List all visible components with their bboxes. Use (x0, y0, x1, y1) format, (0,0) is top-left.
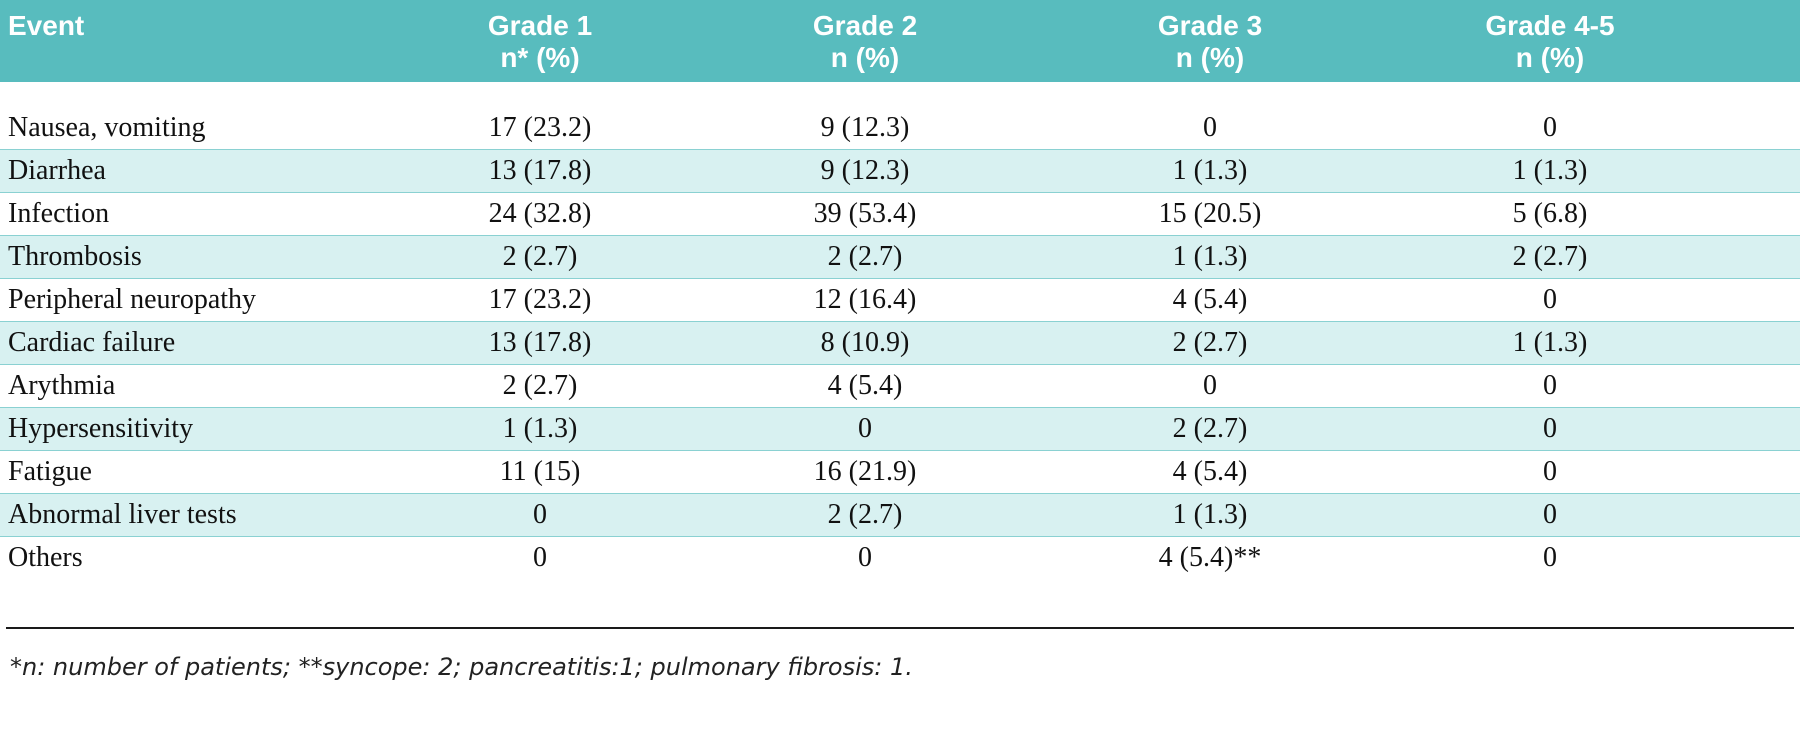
event-cell: Peripheral neuropathy (0, 278, 380, 322)
event-cell: Nausea, vomiting (0, 106, 380, 150)
value-cell: 4 (5.4)** (1030, 536, 1390, 580)
value-cell: 1 (1.3) (1030, 492, 1390, 537)
column-label: Grade 4-5 (1485, 10, 1615, 41)
column-sublabel: n (%) (1175, 42, 1245, 74)
table-row: Arythmia 2 (2.7) 4 (5.4) 0 0 (0, 364, 1800, 408)
value-cell: 2 (2.7) (700, 234, 1030, 279)
value-cell: 9 (12.3) (700, 106, 1030, 150)
column-sublabel: n (%) (830, 42, 900, 74)
value-cell: 4 (5.4) (700, 364, 1030, 408)
value-cell: 24 (32.8) (380, 192, 700, 236)
value-cell: 9 (12.3) (700, 148, 1030, 193)
table-row: Diarrhea 13 (17.8) 9 (12.3) 1 (1.3) 1 (1.3) (0, 148, 1800, 193)
value-cell: 4 (5.4) (1030, 450, 1390, 494)
table-row: Fatigue 11 (15) 16 (21.9) 4 (5.4) 0 (0, 450, 1800, 494)
value-cell: 13 (17.8) (380, 148, 700, 193)
table-row: Infection 24 (32.8) 39 (53.4) 15 (20.5) 5 (6… (0, 192, 1800, 236)
value-cell: 0 (1390, 406, 1800, 451)
value-cell: 8 (10.9) (700, 320, 1030, 365)
column-label: Grade 3 (1157, 10, 1263, 41)
header-spacer-row (0, 82, 1800, 107)
table-row: Peripheral neuropathy 17 (23.2) 12 (16.4) 4… (0, 278, 1800, 322)
column-label: Event (8, 10, 85, 41)
value-cell: 0 (1390, 364, 1800, 408)
event-cell: Cardiac failure (0, 320, 380, 365)
value-cell: 0 (1030, 106, 1390, 150)
event-cell: Arythmia (0, 364, 380, 408)
value-cell: 16 (21.9) (700, 450, 1030, 494)
value-cell: 0 (1390, 536, 1800, 580)
column-label: Grade 1 (487, 10, 593, 41)
value-cell: 39 (53.4) (700, 192, 1030, 236)
value-cell: 1 (1.3) (1030, 234, 1390, 279)
event-cell: Fatigue (0, 450, 380, 494)
value-cell: 0 (1390, 492, 1800, 537)
value-cell: 1 (1.3) (1030, 148, 1390, 193)
table-row: Nausea, vomiting 17 (23.2) 9 (12.3) 0 0 (0, 106, 1800, 150)
value-cell: 13 (17.8) (380, 320, 700, 365)
value-cell: 0 (380, 492, 700, 537)
value-cell: 12 (16.4) (700, 278, 1030, 322)
header-row: Event Grade 1 n* (%) Grade 2 n (%) Grade… (0, 0, 1800, 83)
value-cell: 0 (380, 536, 700, 580)
value-cell: 0 (700, 536, 1030, 580)
column-sublabel: n* (%) (500, 42, 580, 74)
table-header: Event Grade 1 n* (%) Grade 2 n (%) Grade… (0, 0, 1800, 83)
column-header-grade3: Grade 3 n (%) (1030, 0, 1390, 83)
value-cell: 2 (2.7) (380, 364, 700, 408)
value-cell: 11 (15) (380, 450, 700, 494)
table-row: Cardiac failure 13 (17.8) 8 (10.9) 2 (2.7) 1… (0, 320, 1800, 365)
value-cell: 2 (2.7) (1030, 320, 1390, 365)
value-cell: 1 (1.3) (380, 406, 700, 451)
value-cell: 15 (20.5) (1030, 192, 1390, 236)
value-cell: 5 (6.8) (1390, 192, 1800, 236)
adverse-events-table: Event Grade 1 n* (%) Grade 2 n (%) Grade… (0, 0, 1800, 580)
table-row: Thrombosis 2 (2.7) 2 (2.7) 1 (1.3) 2 (2.7) (0, 234, 1800, 279)
footnote-text: *n: number of patients; **syncope: 2; pa… (10, 653, 913, 682)
value-cell: 0 (1390, 106, 1800, 150)
event-cell: Abnormal liver tests (0, 492, 380, 537)
value-cell: 0 (1390, 278, 1800, 322)
column-sublabel: n (%) (1515, 42, 1585, 74)
column-header-grade4-5: Grade 4-5 n (%) (1390, 0, 1800, 83)
event-cell: Others (0, 536, 380, 580)
table-row: Others 0 0 4 (5.4)** 0 (0, 536, 1800, 580)
value-cell: 17 (23.2) (380, 106, 700, 150)
column-label: Grade 2 (812, 10, 918, 41)
value-cell: 1 (1.3) (1390, 320, 1800, 365)
column-header-grade2: Grade 2 n (%) (700, 0, 1030, 83)
event-cell: Infection (0, 192, 380, 236)
value-cell: 4 (5.4) (1030, 278, 1390, 322)
table-body: Nausea, vomiting 17 (23.2) 9 (12.3) 0 0 Diarr… (0, 82, 1800, 580)
event-cell: Thrombosis (0, 234, 380, 279)
value-cell: 0 (1030, 364, 1390, 408)
value-cell: 2 (2.7) (1390, 234, 1800, 279)
value-cell: 2 (2.7) (1030, 406, 1390, 451)
value-cell: 2 (2.7) (380, 234, 700, 279)
value-cell: 0 (700, 406, 1030, 451)
column-header-grade1: Grade 1 n* (%) (380, 0, 700, 83)
value-cell: 2 (2.7) (700, 492, 1030, 537)
table-row: Abnormal liver tests 0 2 (2.7) 1 (1.3) 0 (0, 492, 1800, 537)
value-cell: 1 (1.3) (1390, 148, 1800, 193)
footnote-section: *n: number of patients; **syncope: 2; pa… (6, 627, 1794, 681)
event-cell: Diarrhea (0, 148, 380, 193)
event-cell: Hypersensitivity (0, 406, 380, 451)
column-header-event: Event (0, 0, 380, 83)
table-row: Hypersensitivity 1 (1.3) 0 2 (2.7) 0 (0, 406, 1800, 451)
value-cell: 17 (23.2) (380, 278, 700, 322)
value-cell: 0 (1390, 450, 1800, 494)
